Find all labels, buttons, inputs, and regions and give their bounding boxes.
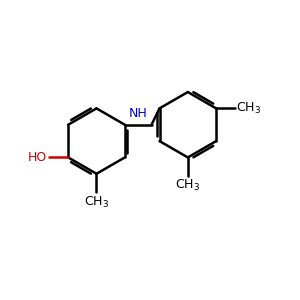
Text: CH$_3$: CH$_3$: [236, 101, 261, 116]
Text: CH$_3$: CH$_3$: [175, 178, 200, 193]
Text: NH: NH: [129, 107, 148, 120]
Text: CH$_3$: CH$_3$: [84, 195, 109, 210]
Text: HO: HO: [28, 151, 47, 164]
